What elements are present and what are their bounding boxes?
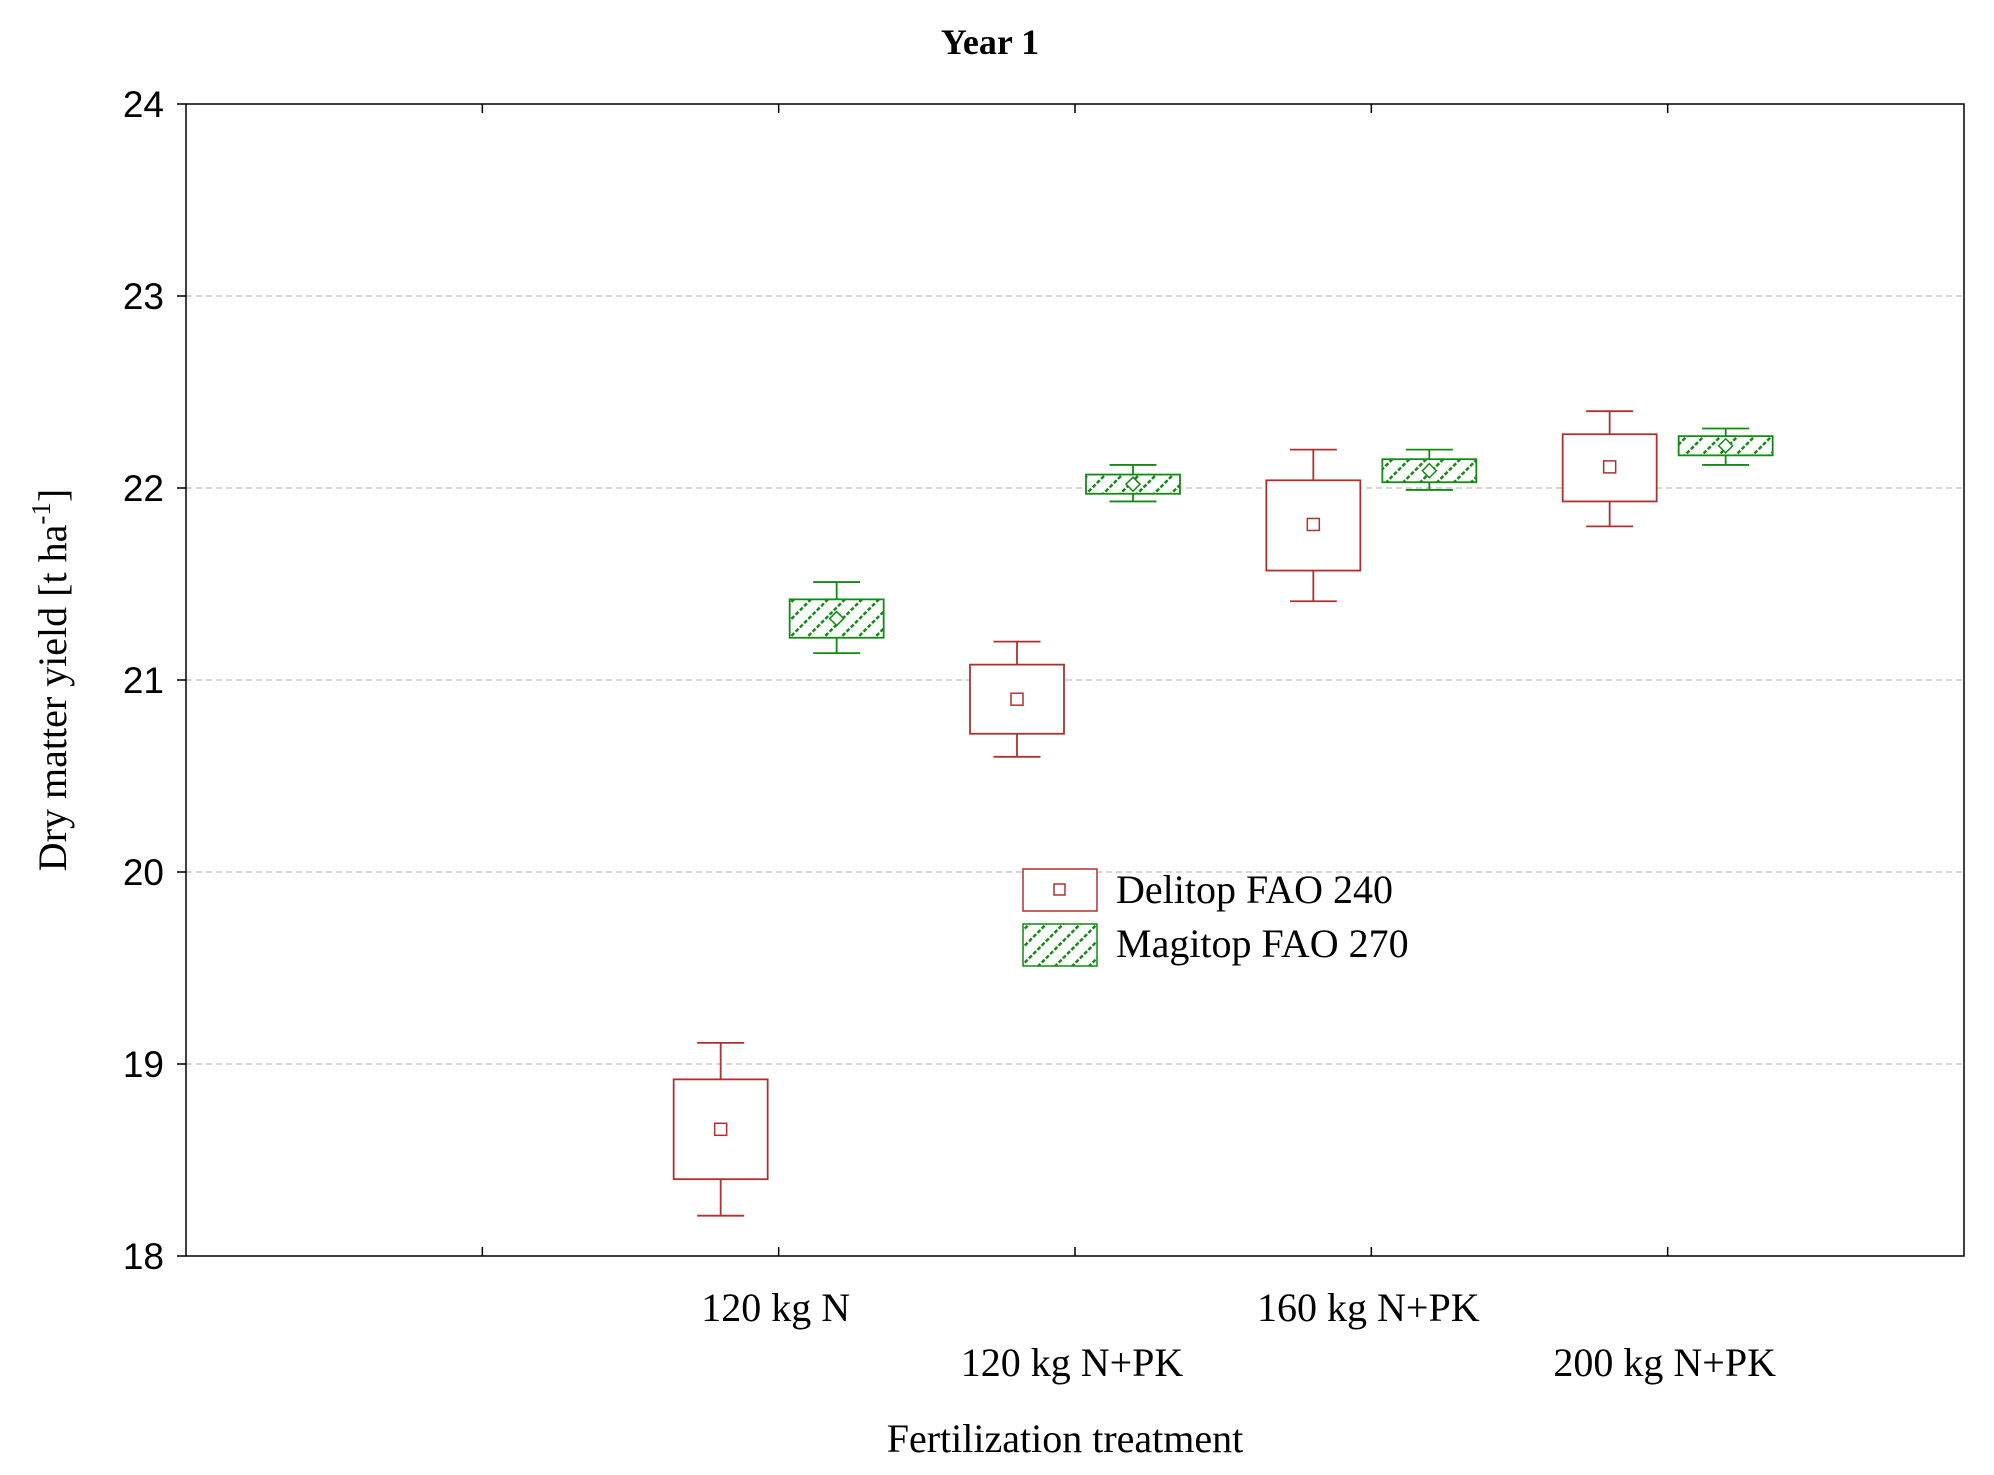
y-axis-label-superscript: -1: [26, 502, 56, 525]
box: [1561, 433, 1658, 503]
y-axis-label-group: Dry matter yield [t ha-1]: [26, 489, 75, 871]
box-group-delitop: [672, 1041, 769, 1217]
x-axis-label: Fertilization treatment: [887, 1416, 1244, 1461]
x-tick-label: 200 kg N+PK: [1553, 1340, 1776, 1385]
y-axis-label: Dry matter yield [t ha-1]: [26, 489, 75, 871]
box-group-magitop: [1677, 427, 1774, 466]
legend-label-delitop: Delitop FAO 240: [1116, 867, 1393, 912]
y-tick-label: 23: [123, 276, 164, 317]
x-tick-label: 160 kg N+PK: [1257, 1285, 1480, 1330]
x-tick-label: 120 kg N: [701, 1285, 850, 1330]
x-axis: 120 kg N 120 kg N+PK 160 kg N+PK 200 kg N+P…: [481, 104, 1776, 1385]
legend-swatch-magitop: [1022, 923, 1098, 967]
legend: Delitop FAO 240 Magitop FAO 270: [1022, 867, 1409, 967]
y-tick-label: 21: [123, 660, 164, 701]
box-group-magitop: [1085, 464, 1181, 503]
mean-marker: [1124, 476, 1142, 493]
legend-marker-delitop: [1053, 883, 1066, 896]
y-tick-label: 18: [123, 1236, 164, 1277]
mean-marker: [1010, 692, 1024, 706]
box-group-delitop: [1561, 410, 1658, 528]
box-group-delitop: [1265, 448, 1362, 603]
y-tick-label: 20: [123, 852, 164, 893]
x-tick-label: 120 kg N+PK: [961, 1340, 1184, 1385]
chart-title: Year 1: [941, 22, 1039, 62]
mean-marker: [713, 1122, 728, 1137]
y-tick-label: 19: [123, 1044, 164, 1085]
y-axis: 18 19 20 21 22 23 24: [123, 84, 186, 1277]
y-tick-label: 24: [123, 84, 164, 125]
box-group-magitop: [1381, 448, 1478, 491]
y-axis-label-close: ]: [30, 489, 75, 502]
mean-marker: [1421, 462, 1438, 479]
gridlines: [186, 295, 1964, 1065]
y-tick-label: 22: [123, 468, 164, 509]
mean-marker: [1717, 437, 1734, 454]
mean-marker: [1306, 517, 1321, 532]
plot-marks: [672, 410, 1774, 1217]
mean-marker: [828, 610, 845, 627]
y-axis-label-main: Dry matter yield [t ha: [30, 524, 75, 871]
box-group-magitop: [788, 581, 885, 655]
box-group-delitop: [969, 640, 1065, 758]
mean-marker: [1602, 460, 1617, 474]
legend-label-magitop: Magitop FAO 270: [1116, 921, 1409, 966]
